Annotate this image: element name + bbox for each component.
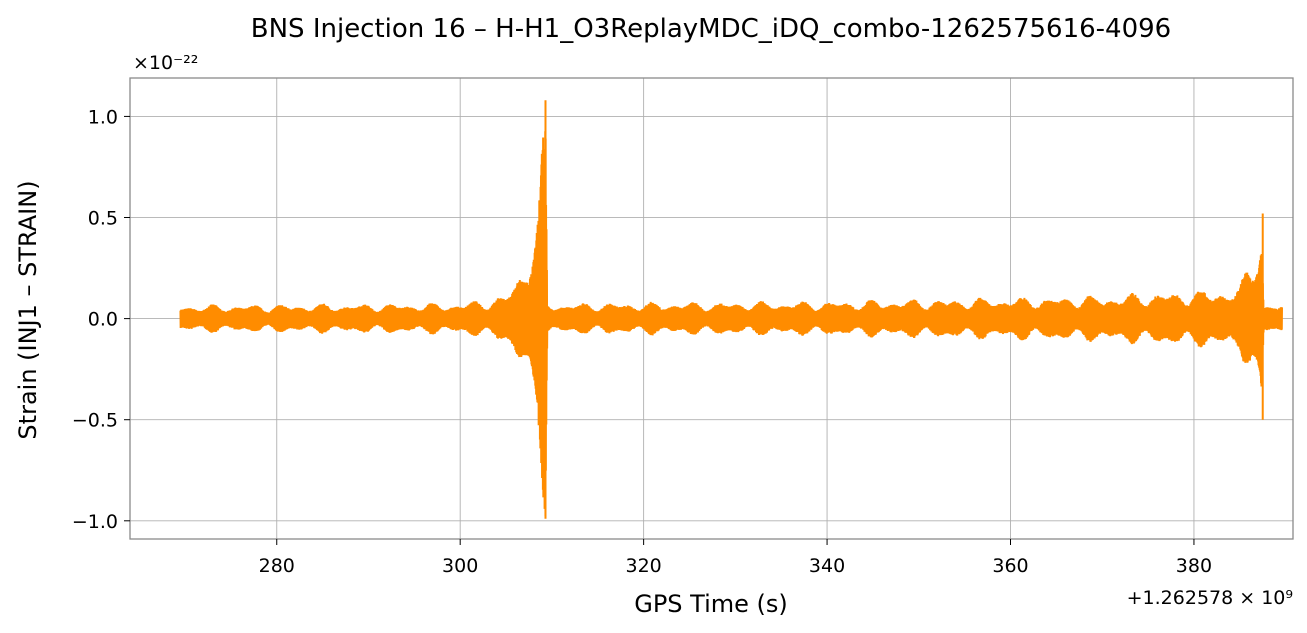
y-tick-label: −1.0 (72, 511, 118, 533)
chart-title: BNS Injection 16 – H-H1_O3ReplayMDC_iDQ_… (251, 14, 1171, 44)
x-tick-label: 360 (992, 555, 1028, 577)
y-tick-label: 0.5 (88, 208, 118, 230)
y-scale-label: ×10⁻²² (133, 52, 198, 74)
y-axis-ticks: −1.0 −0.5 0.0 0.5 1.0 (72, 106, 130, 533)
x-axis-ticks: 280 300 320 340 360 380 (259, 539, 1212, 577)
plot-frame (129, 77, 1294, 540)
y-tick-label: −0.5 (72, 410, 118, 432)
x-tick-label: 320 (625, 555, 661, 577)
x-tick-label: 300 (442, 555, 478, 577)
y-axis-label: Strain (INJ1 – STRAIN) (14, 180, 42, 439)
x-tick-label: 340 (809, 555, 845, 577)
strain-series-line (179, 100, 1283, 519)
y-tick-label: 0.0 (88, 309, 118, 331)
x-offset-label: +1.262578 × 10⁹ (1127, 587, 1293, 609)
plot-area (179, 100, 1283, 519)
y-tick-label: 1.0 (88, 106, 118, 128)
x-tick-label: 380 (1176, 555, 1212, 577)
x-axis-label: GPS Time (s) (634, 590, 788, 618)
x-tick-label: 280 (259, 555, 295, 577)
